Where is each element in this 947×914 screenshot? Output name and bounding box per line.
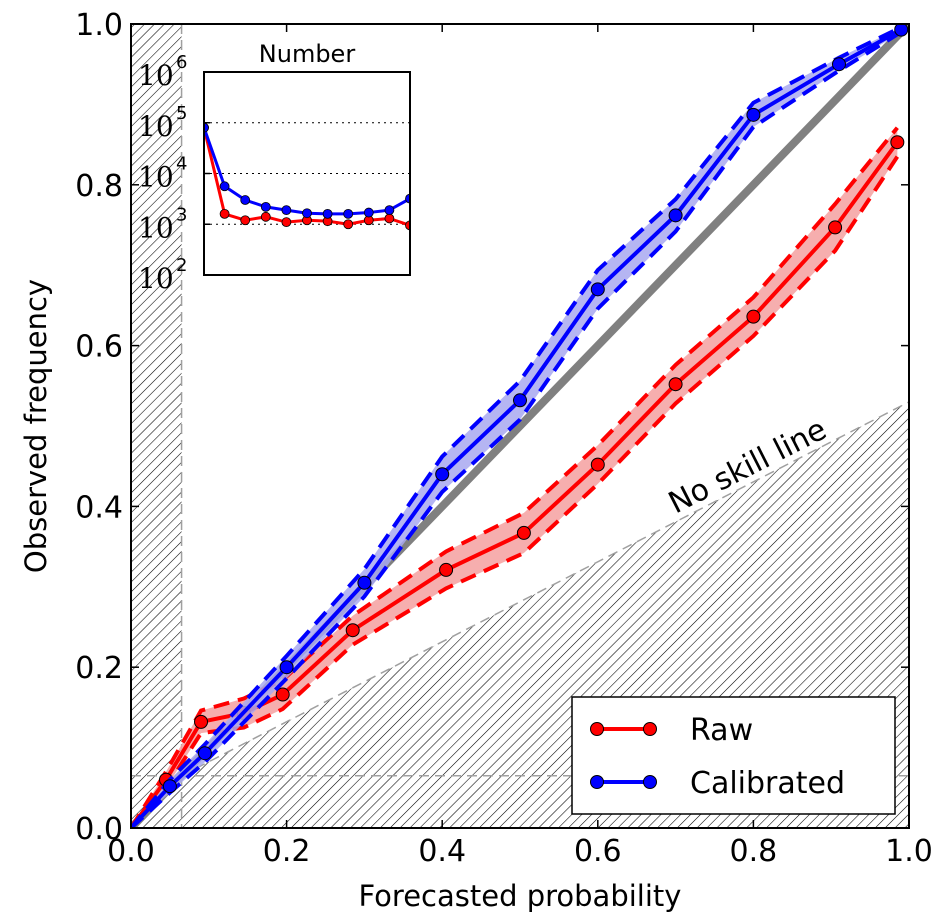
inset-y-tick-exponent: 2 <box>176 255 187 276</box>
x-tick-label: 0.6 <box>574 834 622 869</box>
data-point <box>894 24 909 37</box>
legend-frame <box>571 696 896 815</box>
y-tick-label: 0.0 <box>75 812 123 847</box>
legend-label: Calibrated <box>690 766 845 801</box>
upper-bound-line <box>131 126 899 828</box>
legend-marker-start <box>590 775 604 789</box>
no-skill-line <box>181 401 909 777</box>
data-point <box>357 575 372 590</box>
data-point <box>828 220 843 235</box>
inset-title: Number <box>259 40 356 68</box>
inset-y-tick-exponent: 3 <box>176 204 187 225</box>
inset-data-point <box>240 195 251 205</box>
data-point <box>345 623 360 638</box>
inset-y-tick-exponent: 6 <box>176 52 187 73</box>
data-point <box>435 467 450 482</box>
inset-y-tick-base: 10 <box>138 161 174 194</box>
plot-frame <box>130 23 910 829</box>
inset-data-point <box>281 217 292 228</box>
axis-tick-labels: 0.0 0.2 0.4 0.6 0.8 1.0 0.0 0.2 0.4 0.6 0.8 1.0 <box>75 8 933 869</box>
inset-y-tick-base: 10 <box>138 211 174 244</box>
inset-y-tick-exponent: 4 <box>176 154 187 175</box>
inset-data-point <box>322 208 333 219</box>
y-tick-label: 0.6 <box>75 330 123 365</box>
data-point <box>746 107 761 122</box>
x-tick-label: 0.8 <box>730 834 778 869</box>
inset-data-point <box>240 215 251 226</box>
inset-data-point <box>343 208 354 219</box>
y-tick-label: 0.2 <box>75 651 123 686</box>
inset-data-point <box>302 208 312 219</box>
inset-data-point <box>260 201 271 212</box>
legend-marker-end <box>643 722 657 736</box>
x-axis-label: Forecasted probability <box>359 879 682 913</box>
inset-series-layer <box>204 122 410 231</box>
legend-marker-start <box>590 722 604 736</box>
data-point <box>590 282 605 297</box>
legend-entry-raw: Raw <box>590 713 753 748</box>
y-axis-label: Observed frequency <box>19 279 53 573</box>
inset-y-tick-exponent: 5 <box>176 103 187 124</box>
data-point <box>831 57 846 72</box>
y-tick-label: 1.0 <box>75 8 123 43</box>
y-tick-label: 0.8 <box>75 169 123 204</box>
inset-data-point <box>405 220 410 231</box>
confidence-band <box>131 127 898 828</box>
inset-data-point <box>343 219 354 230</box>
inset-y-tick-base: 10 <box>138 59 174 92</box>
data-point <box>590 457 605 472</box>
x-tick-label: 1.0 <box>885 834 933 869</box>
inset-data-point <box>281 205 292 216</box>
axis-ticks <box>130 23 910 829</box>
series-line <box>131 27 903 828</box>
inset-data-point <box>204 122 209 133</box>
inset-data-point <box>405 193 410 204</box>
inset-y-tick-base: 10 <box>138 110 174 143</box>
series-layer <box>131 24 909 828</box>
inset-frame <box>203 71 411 276</box>
lower-bound-line <box>131 30 903 828</box>
data-point <box>275 687 290 702</box>
data-point <box>668 208 683 223</box>
climatology-hatch <box>131 24 182 828</box>
inset-data-point <box>384 213 395 224</box>
inset-data-point <box>363 207 374 218</box>
legend-label: Raw <box>690 713 753 748</box>
series-calibrated <box>131 24 909 828</box>
data-point <box>162 779 177 794</box>
data-point <box>513 393 527 408</box>
data-point <box>439 562 454 577</box>
legend: Raw Calibrated <box>571 696 896 815</box>
inset-series-calibrated <box>204 122 410 219</box>
data-point <box>668 377 683 392</box>
data-point <box>279 660 294 675</box>
x-tick-label: 0.2 <box>263 834 311 869</box>
legend-entry-calibrated: Calibrated <box>590 766 845 801</box>
x-tick-label: 0.4 <box>418 834 466 869</box>
x-tick-label: 0.0 <box>107 834 155 869</box>
data-point <box>746 309 761 324</box>
legend-marker-end <box>643 775 657 789</box>
data-point <box>197 746 212 761</box>
inset-y-tick-base: 10 <box>138 262 174 295</box>
inset-data-point <box>219 208 230 219</box>
data-point <box>194 714 209 729</box>
data-point <box>516 525 531 540</box>
y-tick-label: 0.4 <box>75 490 123 525</box>
inset-data-point <box>219 181 230 192</box>
main-plot-area: 0.0 0.2 0.4 0.6 0.8 1.0 0.0 0.2 0.4 0.6 0.8 1.0 For… <box>19 8 933 913</box>
data-point <box>890 135 905 150</box>
inset-data-point <box>384 205 395 216</box>
inset-data-point <box>260 211 271 222</box>
lower-bound-line <box>131 155 899 828</box>
inset-series-raw <box>204 122 410 231</box>
